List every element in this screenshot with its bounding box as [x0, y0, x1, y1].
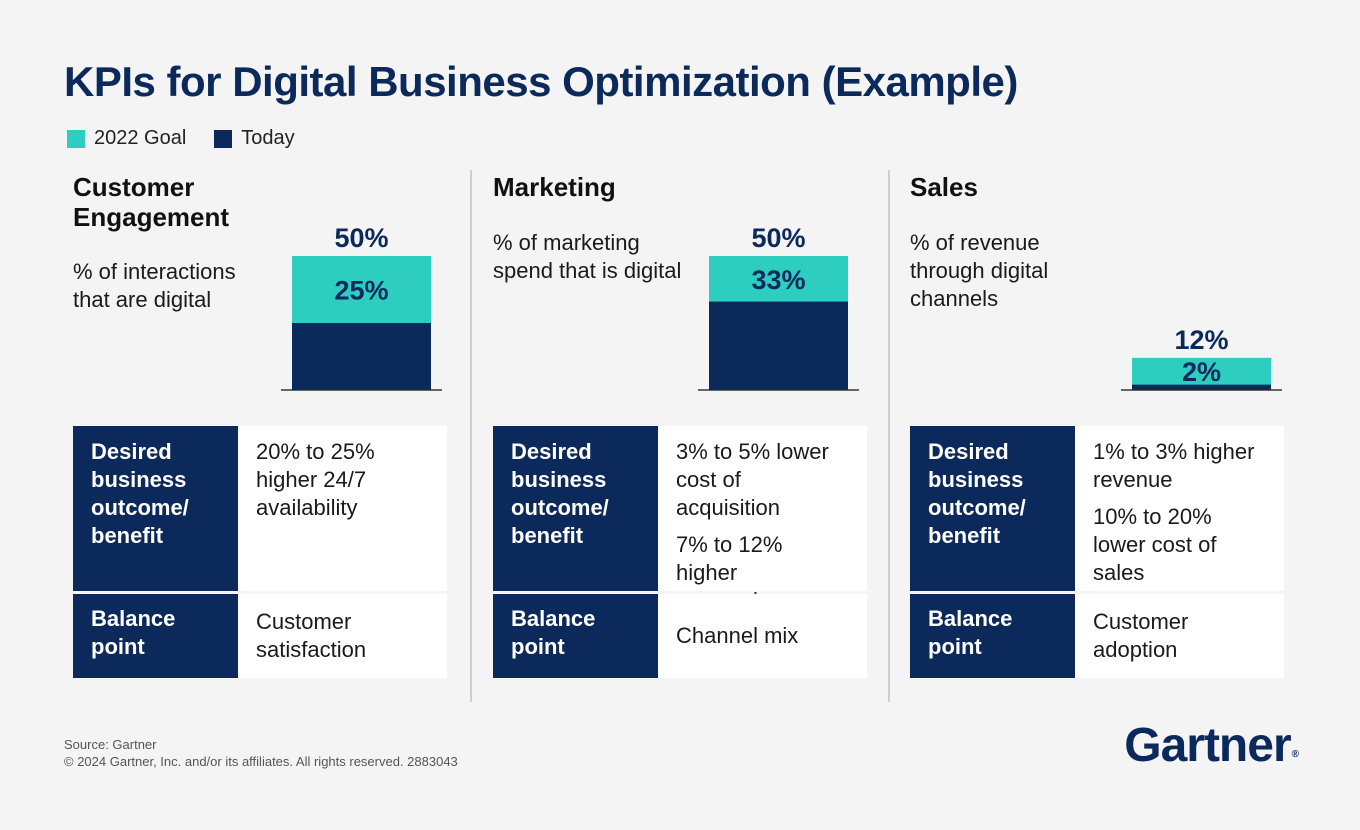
outcome-row: Desired business outcome/ benefit 3% to … [493, 426, 867, 613]
outcome-label: Desired business outcome/ benefit [73, 426, 238, 591]
outcome-table: Desired business outcome/ benefit 1% to … [910, 426, 1284, 678]
outcome-label: Desired business outcome/ benefit [910, 426, 1075, 591]
balance-label: Balance point [493, 594, 658, 678]
footer: Source: Gartner © 2024 Gartner, Inc. and… [64, 736, 458, 770]
legend-item-goal: 2022 Goal [67, 127, 186, 150]
panel-title: Customer Engagement [73, 172, 230, 232]
outcome-line: 3% to 5% lower cost of acquisition [676, 439, 829, 520]
bar-today [1132, 384, 1271, 390]
panel-divider [470, 170, 472, 702]
balance-row: Balance point Customer satisfaction [73, 594, 447, 678]
copyright-note: © 2024 Gartner, Inc. and/or its affiliat… [64, 754, 458, 769]
bar-today [292, 323, 431, 390]
bar-chart-customer-engagement: 50% 25% [281, 223, 442, 391]
balance-label: Balance point [73, 594, 238, 678]
data-label-today: 33% [751, 265, 805, 295]
metric-label: % of marketing spend that is digital [493, 230, 682, 283]
balance-label: Balance point [910, 594, 1075, 678]
bar-chart-sales: 12%2% [1121, 325, 1282, 391]
page-title: KPIs for Digital Business Optimization (… [64, 58, 1018, 105]
legend-swatch-goal [67, 129, 85, 148]
chart-legend: 2022 Goal Today [67, 127, 295, 150]
outcome-value: 20% to 25% higher 24/7 availability [238, 426, 447, 591]
bar-today [709, 301, 848, 390]
panel-marketing: 50% 33% Marketing % of marketing spend th… [493, 172, 867, 682]
outcome-line: 20% to 25% higher 24/7 availability [256, 439, 375, 520]
outcome-row: Desired business outcome/ benefit 1% to … [910, 426, 1284, 591]
panel-customer-engagement: 50% 25% Customer Engagement % of interact… [73, 172, 447, 682]
source-note: Source: Gartner [64, 737, 157, 752]
registered-mark: ® [1291, 749, 1299, 760]
metric-label: % of interactions that are digital [73, 259, 236, 312]
balance-value: Channel mix [658, 594, 867, 678]
outcome-table: Desired business outcome/ benefit 20% to… [73, 426, 447, 678]
outcome-line: 10% to 20% lower cost of sales [1093, 504, 1217, 585]
outcome-value: 1% to 3% higher revenue 10% to 20% lower… [1075, 426, 1284, 591]
logo-text: Gartner [1124, 719, 1291, 772]
panel-divider [888, 170, 890, 702]
balance-row: Balance point Channel mix [493, 594, 867, 678]
legend-label-today: Today [241, 127, 295, 149]
outcome-row: Desired business outcome/ benefit 20% to… [73, 426, 447, 591]
gartner-logo: Gartner® [1124, 718, 1299, 773]
legend-label-goal: 2022 Goal [94, 127, 187, 149]
bar-chart-marketing: 50%33% [698, 223, 859, 391]
data-label-goal: 50% [334, 223, 388, 253]
legend-swatch-today [214, 129, 233, 148]
panel-sales: 12% 2% Sales % of revenue through digital… [910, 172, 1284, 682]
panel-title: Marketing [493, 172, 616, 202]
balance-value: Customer satisfaction [238, 594, 447, 678]
data-label-today: 25% [334, 276, 388, 306]
outcome-label: Desired business outcome/ benefit [493, 426, 658, 591]
balance-row: Balance point Customer adoption [910, 594, 1284, 678]
data-label-goal: 12% [1174, 325, 1228, 355]
outcome-value: 3% to 5% lower cost of acquisition 7% to… [658, 426, 867, 613]
data-label-today: 2% [1182, 357, 1221, 387]
panel-title: Sales [910, 172, 978, 202]
metric-label: % of revenue through digital channels [910, 230, 1049, 311]
legend-item-today: Today [214, 127, 295, 150]
data-label-goal: 50% [751, 223, 805, 253]
balance-value: Customer adoption [1075, 594, 1284, 678]
outcome-line: 1% to 3% higher revenue [1093, 439, 1255, 492]
outcome-table: Desired business outcome/ benefit 3% to … [493, 426, 867, 678]
